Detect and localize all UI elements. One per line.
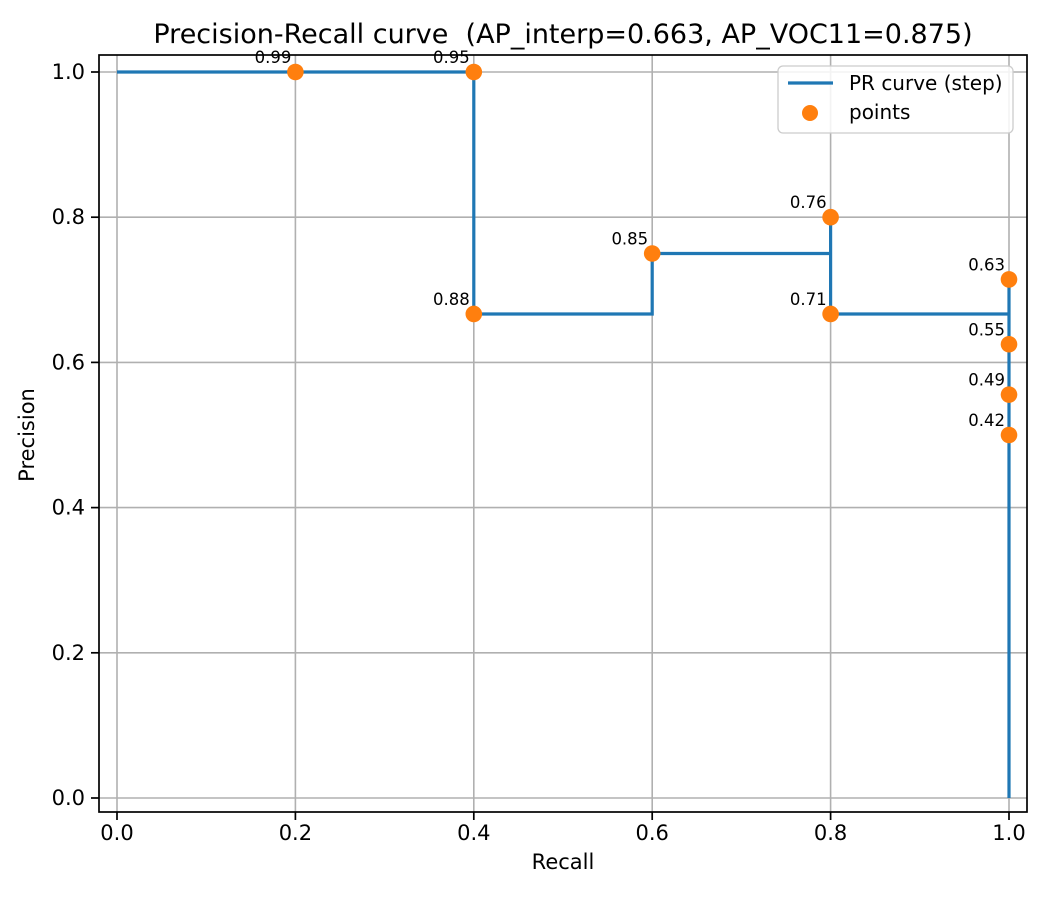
legend-label-pr-curve: PR curve (step) bbox=[849, 71, 1003, 95]
data-point bbox=[1000, 386, 1018, 403]
point-label: 0.63 bbox=[968, 255, 1005, 274]
data-point bbox=[1000, 271, 1018, 288]
x-tick-label: 0.2 bbox=[279, 821, 312, 845]
y-tick-label: 0.6 bbox=[52, 350, 85, 374]
point-label: 0.76 bbox=[790, 193, 827, 212]
x-axis-label: Recall bbox=[532, 850, 595, 874]
point-label: 0.55 bbox=[968, 320, 1005, 339]
y-tick-label: 0.4 bbox=[52, 496, 85, 520]
data-point bbox=[465, 305, 483, 323]
legend-marker-sample bbox=[802, 105, 818, 121]
plot-area bbox=[99, 55, 1027, 812]
y-tick-label: 0.2 bbox=[52, 641, 85, 665]
y-tick-label: 0.0 bbox=[52, 786, 85, 810]
data-point bbox=[1000, 426, 1018, 444]
point-label: 0.99 bbox=[255, 48, 292, 67]
x-tick-label: 0.6 bbox=[635, 821, 668, 845]
data-point bbox=[822, 208, 839, 226]
plot-border bbox=[98, 54, 1028, 813]
series-layer bbox=[117, 63, 1018, 798]
ticks-layer: 0.0 0.2 0.4 0.6 0.8 1.0 0.0 0.2 0.4 0.6 0.8 1.0 bbox=[52, 60, 1026, 845]
data-point bbox=[822, 305, 839, 323]
data-point bbox=[1000, 335, 1018, 353]
point-label: 0.85 bbox=[611, 230, 648, 249]
y-axis-label: Precision bbox=[15, 388, 39, 482]
x-tick-label: 0.4 bbox=[457, 821, 490, 845]
x-tick-label: 1.0 bbox=[992, 821, 1025, 845]
legend: PR curve (step) points bbox=[777, 65, 1014, 134]
annotations-layer: 0.99 0.95 0.88 0.85 0.76 0.71 0.63 0.55 0.49 0.42 bbox=[255, 48, 1005, 430]
pr-step-curve bbox=[117, 70, 1011, 798]
y-tick-label: 0.8 bbox=[52, 205, 85, 229]
point-label: 0.71 bbox=[790, 290, 827, 309]
data-point bbox=[465, 63, 483, 81]
point-label: 0.88 bbox=[433, 290, 470, 309]
point-label: 0.49 bbox=[968, 371, 1005, 390]
data-point bbox=[287, 63, 304, 81]
point-label: 0.42 bbox=[968, 411, 1005, 430]
x-tick-label: 0.0 bbox=[100, 821, 133, 845]
legend-label-points: points bbox=[849, 100, 910, 124]
legend-box bbox=[777, 65, 1014, 134]
data-point bbox=[643, 245, 661, 262]
point-label: 0.95 bbox=[433, 48, 470, 67]
chart-title: Precision-Recall curve (AP_interp=0.663,… bbox=[153, 19, 972, 50]
x-tick-label: 0.8 bbox=[814, 821, 847, 845]
y-tick-label: 1.0 bbox=[52, 60, 85, 84]
